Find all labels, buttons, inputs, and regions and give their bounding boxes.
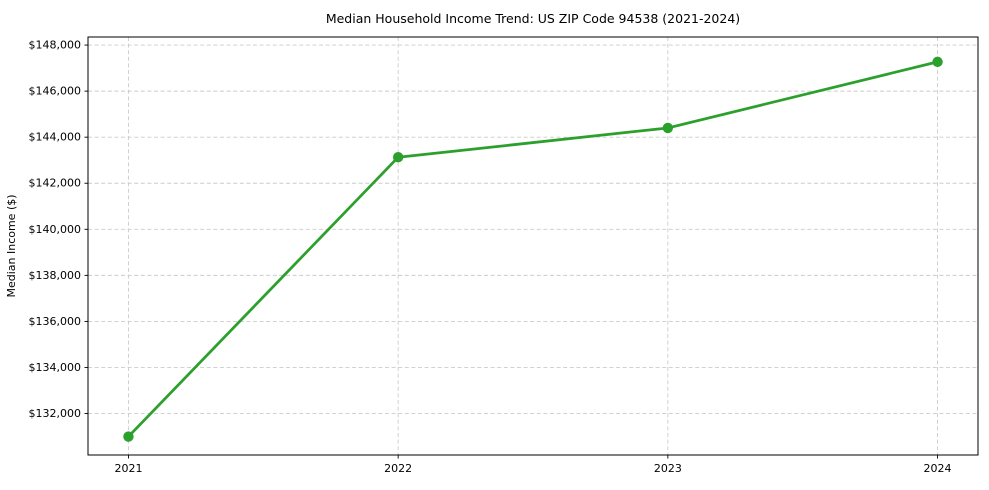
y-tick-label: $148,000 (29, 39, 82, 52)
y-tick-label: $134,000 (29, 361, 82, 374)
data-point (932, 56, 943, 68)
y-tick-label: $142,000 (29, 177, 82, 190)
data-point (123, 431, 134, 442)
plot-border (87, 36, 979, 456)
x-tick-label: 2022 (384, 462, 412, 475)
trend-line (127, 60, 939, 438)
y-tick-label: $144,000 (29, 131, 82, 144)
y-tick-label: $138,000 (29, 269, 82, 282)
chart-title: Median Household Income Trend: US ZIP Co… (325, 11, 741, 26)
y-tick-label: $136,000 (29, 315, 82, 328)
x-tick-label: 2023 (654, 462, 682, 475)
x-tick-label: 2024 (924, 462, 952, 475)
y-tick-label: $146,000 (29, 85, 82, 98)
data-point (662, 122, 674, 134)
x-tick-label: 2021 (114, 462, 142, 475)
data-point (392, 152, 404, 163)
y-tick-label: $132,000 (29, 407, 82, 420)
y-axis-label: Median Income ($) (5, 194, 18, 297)
y-tick-label: $140,000 (29, 223, 82, 236)
